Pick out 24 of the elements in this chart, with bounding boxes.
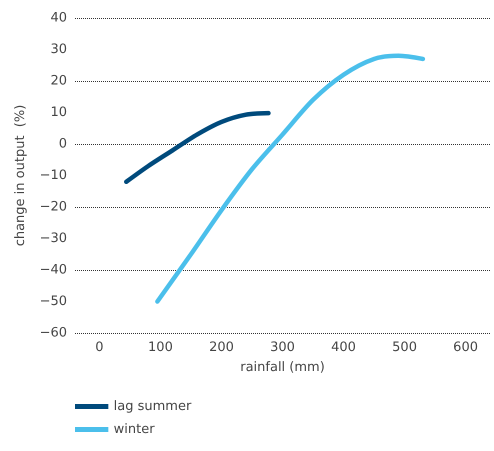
y-tick-label: −60 [40, 326, 67, 340]
x-axis-title: rainfall (mm) [240, 360, 325, 375]
y-tick-label: 40 [50, 10, 67, 26]
x-tick-label: 0 [95, 340, 104, 355]
y-axis-title: change in output (%) [13, 104, 28, 246]
x-tick-label: 500 [392, 340, 417, 355]
y-tick-label: 0 [58, 136, 67, 152]
x-tick-label: 100 [148, 340, 173, 355]
x-tick-label: 200 [209, 340, 234, 355]
y-tick-label: 10 [50, 105, 67, 120]
legend-label: lag summer [114, 399, 192, 414]
x-tick-label: 600 [453, 340, 478, 355]
x-tick-label: 400 [331, 340, 356, 355]
y-tick-label: −10 [40, 168, 67, 183]
y-tick-label: −50 [40, 294, 67, 309]
line-series [155, 54, 426, 304]
y-tick-label: −40 [40, 262, 67, 278]
legend-label: winter [114, 422, 156, 437]
y-tick-label: 20 [50, 74, 67, 88]
y-tick-label: 30 [50, 42, 67, 57]
y-tick-label: −20 [40, 200, 67, 214]
x-tick-label: 300 [270, 340, 295, 355]
y-tick-label: −30 [40, 231, 67, 246]
line-series [124, 110, 271, 184]
